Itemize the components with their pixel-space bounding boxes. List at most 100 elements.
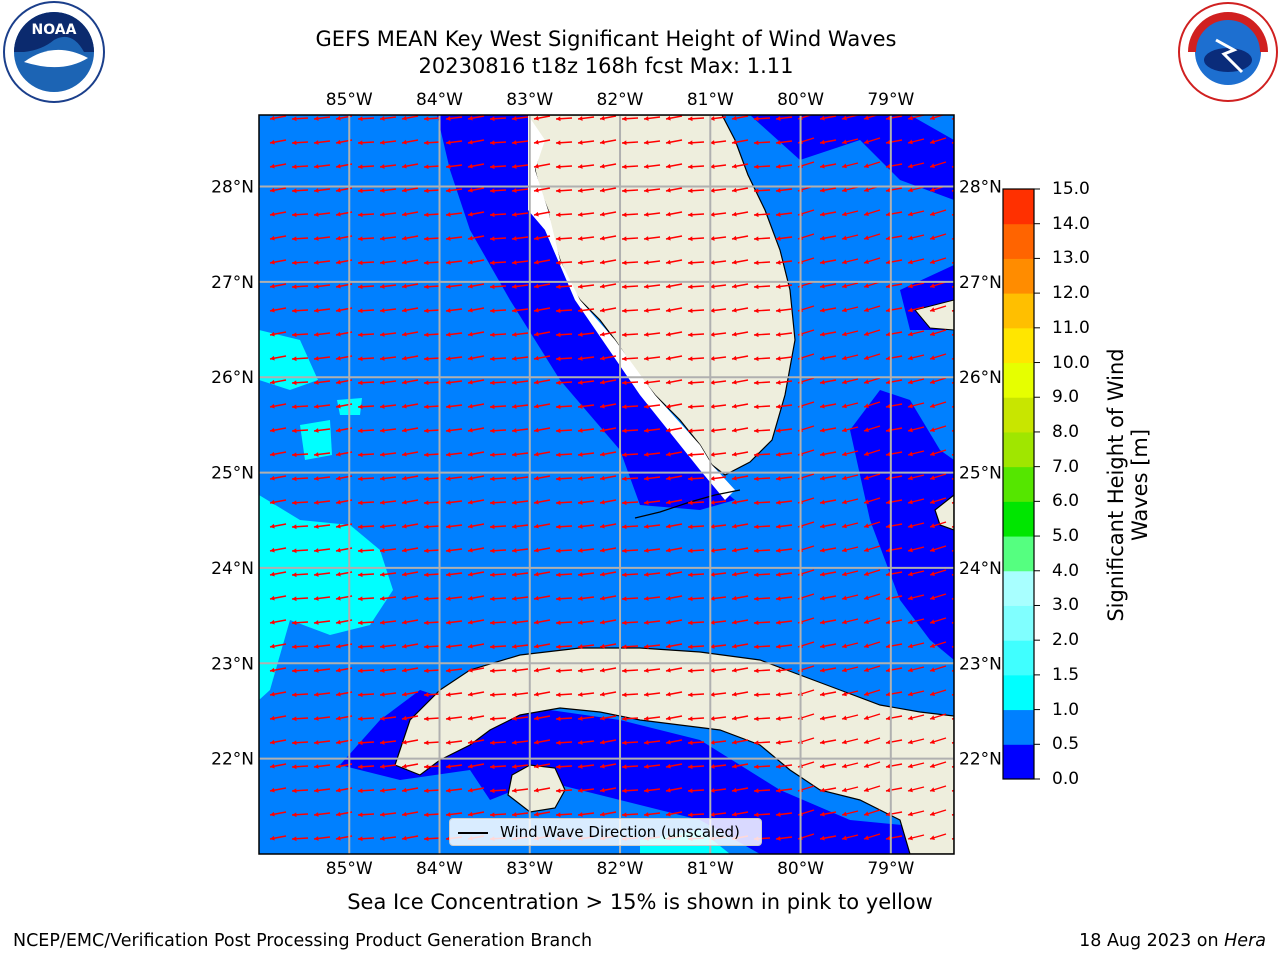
wave-arrow (445, 404, 463, 409)
lon-label-bottom-1: 84°W (416, 859, 463, 879)
wave-arrow (643, 140, 661, 145)
wave-arrow (643, 428, 661, 433)
wave-arrow (731, 595, 749, 601)
wave-arrow (709, 380, 727, 385)
wave-arrow (885, 187, 903, 193)
wave-arrow (269, 427, 287, 433)
wave-arrow (423, 668, 441, 674)
wave-arrow (709, 668, 727, 673)
wave-arrow (841, 594, 859, 601)
wave-arrow (379, 404, 397, 409)
wave-arrow (489, 452, 507, 458)
wave-arrow (687, 548, 705, 554)
wave-arrow (907, 234, 925, 241)
wave-arrow (313, 404, 331, 409)
wave-arrow (467, 787, 485, 793)
wave-arrow (863, 545, 881, 552)
wave-arrow (841, 714, 859, 721)
wave-arrow (841, 642, 859, 649)
wave-arrow (269, 139, 287, 145)
wave-arrow (555, 164, 573, 170)
wave-arrow (511, 764, 529, 769)
wave-arrow (577, 500, 595, 505)
lat-label-right-3: 25°N (959, 464, 1002, 484)
wave-arrow (577, 212, 595, 217)
wave-arrow (357, 716, 375, 722)
wave-arrow (357, 812, 375, 818)
wave-arrow (775, 572, 793, 577)
wave-arrow (379, 620, 397, 625)
wave-arrow (423, 164, 441, 170)
wave-arrow (445, 188, 463, 193)
wave-arrow (467, 739, 485, 745)
wave-arrow (819, 523, 837, 529)
wave-arrow (621, 404, 639, 410)
wave-arrow (577, 116, 595, 121)
wave-arrow (731, 163, 749, 169)
wave-arrow (907, 522, 925, 529)
wave-arrow (907, 210, 925, 217)
wave-arrow (401, 787, 419, 793)
wave-arrow (907, 330, 925, 337)
wave-arrow (577, 812, 595, 817)
wave-arrow (269, 475, 287, 481)
wave-arrow (357, 140, 375, 146)
wave-arrow (423, 356, 441, 362)
wave-arrow (445, 812, 463, 817)
wave-arrow (423, 140, 441, 146)
wave-arrow (489, 764, 507, 770)
wave-arrow (885, 523, 903, 529)
wave-arrow (313, 524, 331, 529)
wave-arrow (445, 764, 463, 769)
wave-arrow (599, 571, 617, 577)
wave-arrow (445, 788, 463, 793)
wave-arrow (907, 258, 925, 265)
wave-arrow (401, 259, 419, 265)
wave-arrow (577, 668, 595, 673)
wave-arrow (555, 596, 573, 602)
wave-arrow (885, 763, 903, 769)
wave-arrow (511, 188, 529, 193)
wave-arrow (423, 572, 441, 578)
wave-arrow (929, 617, 947, 624)
wave-arrow (907, 738, 925, 745)
wave-arrow (511, 620, 529, 625)
wave-arrow (599, 667, 617, 673)
wave-arrow (401, 763, 419, 769)
wave-arrow (819, 787, 837, 793)
wave-arrow (445, 524, 463, 529)
wave-arrow (841, 258, 859, 265)
wave-arrow (555, 308, 573, 314)
wave-arrow (841, 834, 859, 841)
wave-arrow (291, 116, 309, 122)
wave-arrow (423, 788, 441, 794)
wave-arrow (841, 426, 859, 433)
wave-arrow (709, 164, 727, 169)
wave-arrow (621, 332, 639, 338)
wave-arrow (533, 763, 551, 769)
wave-arrow (423, 524, 441, 530)
wave-arrow (907, 762, 925, 769)
wave-arrow (731, 211, 749, 217)
wave-arrow (269, 739, 287, 745)
wave-arrow (357, 836, 375, 842)
wave-arrow (929, 809, 947, 816)
wave-arrow (555, 236, 573, 242)
wave-arrow (577, 428, 595, 433)
wave-arrow (379, 140, 397, 145)
wave-arrow (819, 427, 837, 433)
wave-arrow (577, 332, 595, 337)
wave-arrow (731, 811, 749, 817)
wave-arrow (489, 188, 507, 194)
colorbar-segment-12 (1003, 327, 1034, 364)
wave-arrow (401, 739, 419, 745)
wave-arrow (313, 812, 331, 817)
wave-arrow (775, 428, 793, 433)
wave-arrow (291, 500, 309, 506)
wave-arrow (401, 115, 419, 121)
wave-arrow (357, 572, 375, 578)
wave-arrow (533, 811, 551, 817)
wave-arrow (731, 283, 749, 289)
wave-arrow (819, 571, 837, 577)
wave-arrow (621, 596, 639, 602)
